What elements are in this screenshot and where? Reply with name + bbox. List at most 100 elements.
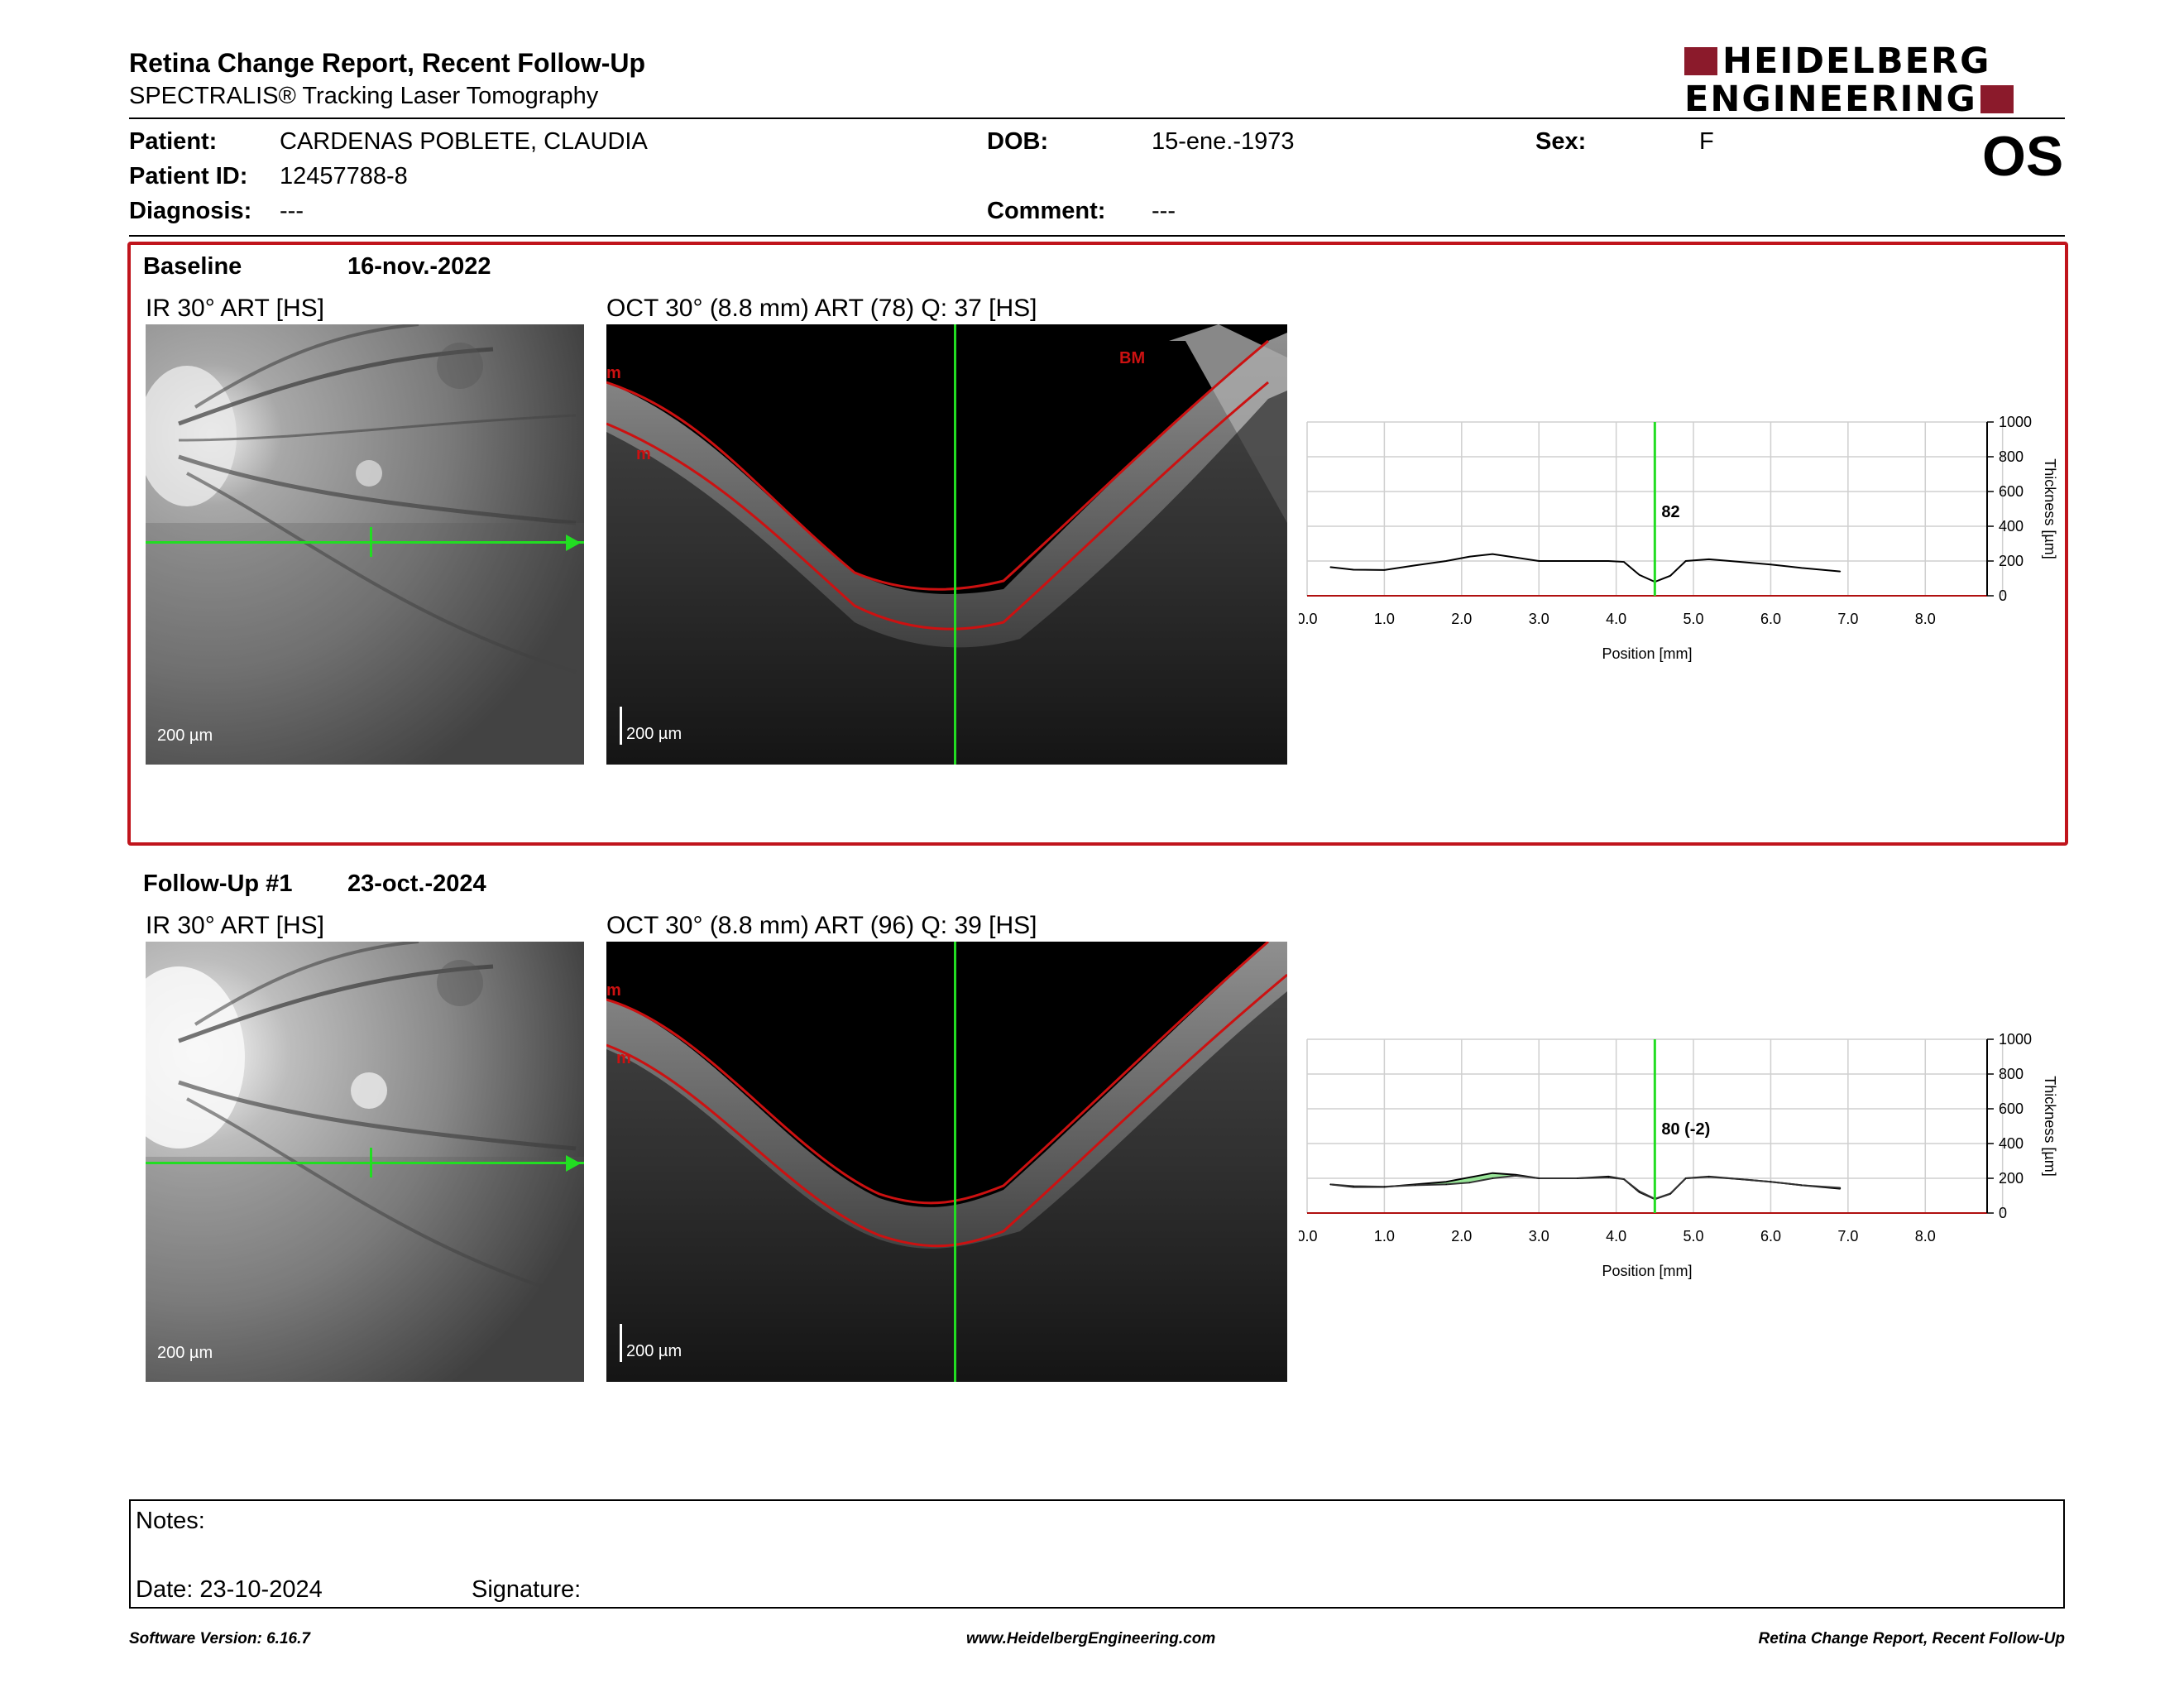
- chart-x-tick-label: 7.0: [1837, 611, 1858, 627]
- chart-x-tick-label: 0.0: [1299, 611, 1318, 627]
- chart-x-tick-label: 6.0: [1760, 611, 1781, 627]
- patient-label: Patient:: [129, 128, 218, 155]
- footer-report-name: Retina Change Report, Recent Follow-Up: [1758, 1630, 2065, 1647]
- chart-x-tick-label: 3.0: [1529, 1228, 1549, 1244]
- chart-x-axis-label: Position [mm]: [1602, 1263, 1692, 1279]
- chart-x-tick-label: 2.0: [1451, 611, 1472, 627]
- oct-layer-label-ilm: m: [606, 981, 621, 1000]
- chart-y-tick-label: 200: [1999, 1170, 2024, 1187]
- chart-data-point: [1577, 560, 1578, 562]
- chart-data-point: [1577, 1177, 1578, 1179]
- patient-id-value: 12457788-8: [280, 163, 408, 189]
- logo-line-2: ENGINEERING: [1684, 82, 2067, 117]
- chart-data-point: [1839, 1187, 1842, 1189]
- heidelberg-logo: HEIDELBERG ENGINEERING: [1684, 44, 2067, 117]
- diagnosis-label: Diagnosis:: [129, 198, 252, 224]
- chart-y-tick-label: 800: [1999, 448, 2024, 465]
- chart-series-line: [1329, 1174, 1841, 1200]
- chart-data-point: [1739, 1178, 1741, 1180]
- chart-data-point: [1639, 574, 1640, 576]
- logo-square-icon: [1980, 85, 2014, 113]
- chart-data-point: [1329, 566, 1331, 568]
- chart-x-tick-label: 7.0: [1837, 1228, 1858, 1244]
- chart-x-tick-label: 0.0: [1299, 1228, 1318, 1244]
- chart-y-tick-label: 400: [1999, 518, 2024, 535]
- oct-layer-label-rpe: m: [636, 445, 651, 463]
- diagnosis-value: ---: [280, 198, 304, 224]
- chart-marker-value: 80 (-2): [1661, 1120, 1710, 1139]
- chart-x-tick-label: 5.0: [1684, 611, 1704, 627]
- chart-data-point: [1538, 1177, 1540, 1179]
- chart-y-tick-label: 1000: [1999, 414, 2032, 430]
- signature-label: Signature:: [472, 1576, 582, 1603]
- chart-data-point: [1445, 560, 1447, 562]
- dob-value: 15-ene.-1973: [1152, 128, 1295, 155]
- baseline-label: Baseline: [143, 253, 242, 280]
- header-divider: [129, 117, 2065, 119]
- oct-scale-bar-icon: [620, 1324, 622, 1362]
- chart-data-point: [1623, 1178, 1625, 1180]
- scan-line-horizontal: [146, 1162, 584, 1164]
- ir-scale-bar-label: 200 µm: [157, 727, 213, 745]
- comment-label: Comment:: [987, 198, 1106, 224]
- ir-scale-bar-label: 200 µm: [157, 1344, 213, 1362]
- footer-website: www.HeidelbergEngineering.com: [966, 1630, 1216, 1647]
- chart-y-tick-label: 200: [1999, 553, 2024, 569]
- chart-data-point: [1383, 1186, 1386, 1187]
- chart-marker-value: 82: [1661, 503, 1679, 521]
- patient-name: CARDENAS POBLETE, CLAUDIA: [280, 128, 648, 155]
- chart-data-point: [1669, 575, 1671, 577]
- chart-y-tick-label: 1000: [1999, 1031, 2032, 1048]
- report-title: Retina Change Report, Recent Follow-Up: [129, 48, 646, 78]
- chart-y-tick-label: 800: [1999, 1066, 2024, 1082]
- comment-value: ---: [1152, 198, 1176, 224]
- chart-data-point: [1669, 1192, 1671, 1195]
- baseline-ir-fundus-image: 200 µm: [146, 324, 584, 765]
- chart-x-tick-label: 1.0: [1374, 1228, 1395, 1244]
- chart-data-point: [1468, 556, 1470, 558]
- chart-data-point: [1770, 563, 1772, 565]
- baseline-date: 16-nov.-2022: [347, 253, 491, 280]
- chart-x-tick-label: 2.0: [1451, 1228, 1472, 1244]
- followup-oct-label: OCT 30° (8.8 mm) ART (96) Q: 39 [HS]: [606, 912, 1037, 939]
- scan-arrow-icon: [566, 535, 581, 551]
- followup-label: Follow-Up #1: [143, 870, 293, 897]
- chart-data-point: [1607, 560, 1609, 562]
- notes-date: Date: 23-10-2024: [136, 1576, 323, 1603]
- chart-y-axis-label: Thickness [µm]: [2042, 1076, 2058, 1176]
- sex-value: F: [1699, 128, 1714, 155]
- logo-square-icon: [1684, 47, 1717, 75]
- chart-data-point: [1383, 569, 1386, 571]
- chart-data-point: [1445, 1183, 1447, 1185]
- chart-x-tick-label: 3.0: [1529, 611, 1549, 627]
- logo-line-1: HEIDELBERG: [1684, 44, 2067, 79]
- followup-ir-label: IR 30° ART [HS]: [146, 912, 324, 939]
- dob-label: DOB:: [987, 128, 1049, 155]
- eye-indicator: OS: [1982, 125, 2064, 188]
- chart-x-tick-label: 8.0: [1915, 611, 1936, 627]
- chart-x-tick-label: 4.0: [1606, 1228, 1626, 1244]
- baseline-thickness-chart: 0 200 400 600 800 1000 0.0 1.0 2.0 3.0 4.0 5.0 6.0 7.…: [1299, 414, 2058, 662]
- chart-y-axis-label: Thickness [µm]: [2042, 458, 2058, 559]
- sex-label: Sex:: [1535, 128, 1587, 155]
- chart-y-tick-label: 600: [1999, 1101, 2024, 1117]
- baseline-ir-label: IR 30° ART [HS]: [146, 295, 324, 322]
- oct-layer-label-bm: BM: [1119, 349, 1146, 367]
- baseline-oct-label: OCT 30° (8.8 mm) ART (78) Q: 37 [HS]: [606, 295, 1037, 322]
- chart-x-tick-label: 5.0: [1684, 1228, 1704, 1244]
- footer-software-version: Software Version: 6.16.7: [129, 1630, 310, 1647]
- baseline-oct-bscan-image: m m BM 200 µm: [606, 324, 1287, 765]
- fovea-cross-marker: [370, 527, 372, 557]
- chart-data-point: [1492, 1177, 1493, 1179]
- followup-oct-bscan-image: m m 200 µm: [606, 942, 1287, 1382]
- followup-thickness-chart: 0 200 400 600 800 1000 0.0 1.0 2.0 3.0 4.0 5.0 6.0 7.…: [1299, 1031, 2058, 1279]
- chart-y-tick-label: 0: [1999, 587, 2007, 604]
- oct-scale-bar-label: 200 µm: [626, 1342, 682, 1360]
- chart-series-line: [1329, 553, 1841, 583]
- chart-data-point: [1623, 561, 1625, 563]
- chart-data-point: [1839, 571, 1842, 573]
- chart-x-tick-label: 8.0: [1915, 1228, 1936, 1244]
- report-subtitle: SPECTRALIS® Tracking Laser Tomography: [129, 83, 599, 109]
- chart-data-point: [1492, 1172, 1493, 1174]
- scan-line-horizontal: [146, 541, 584, 544]
